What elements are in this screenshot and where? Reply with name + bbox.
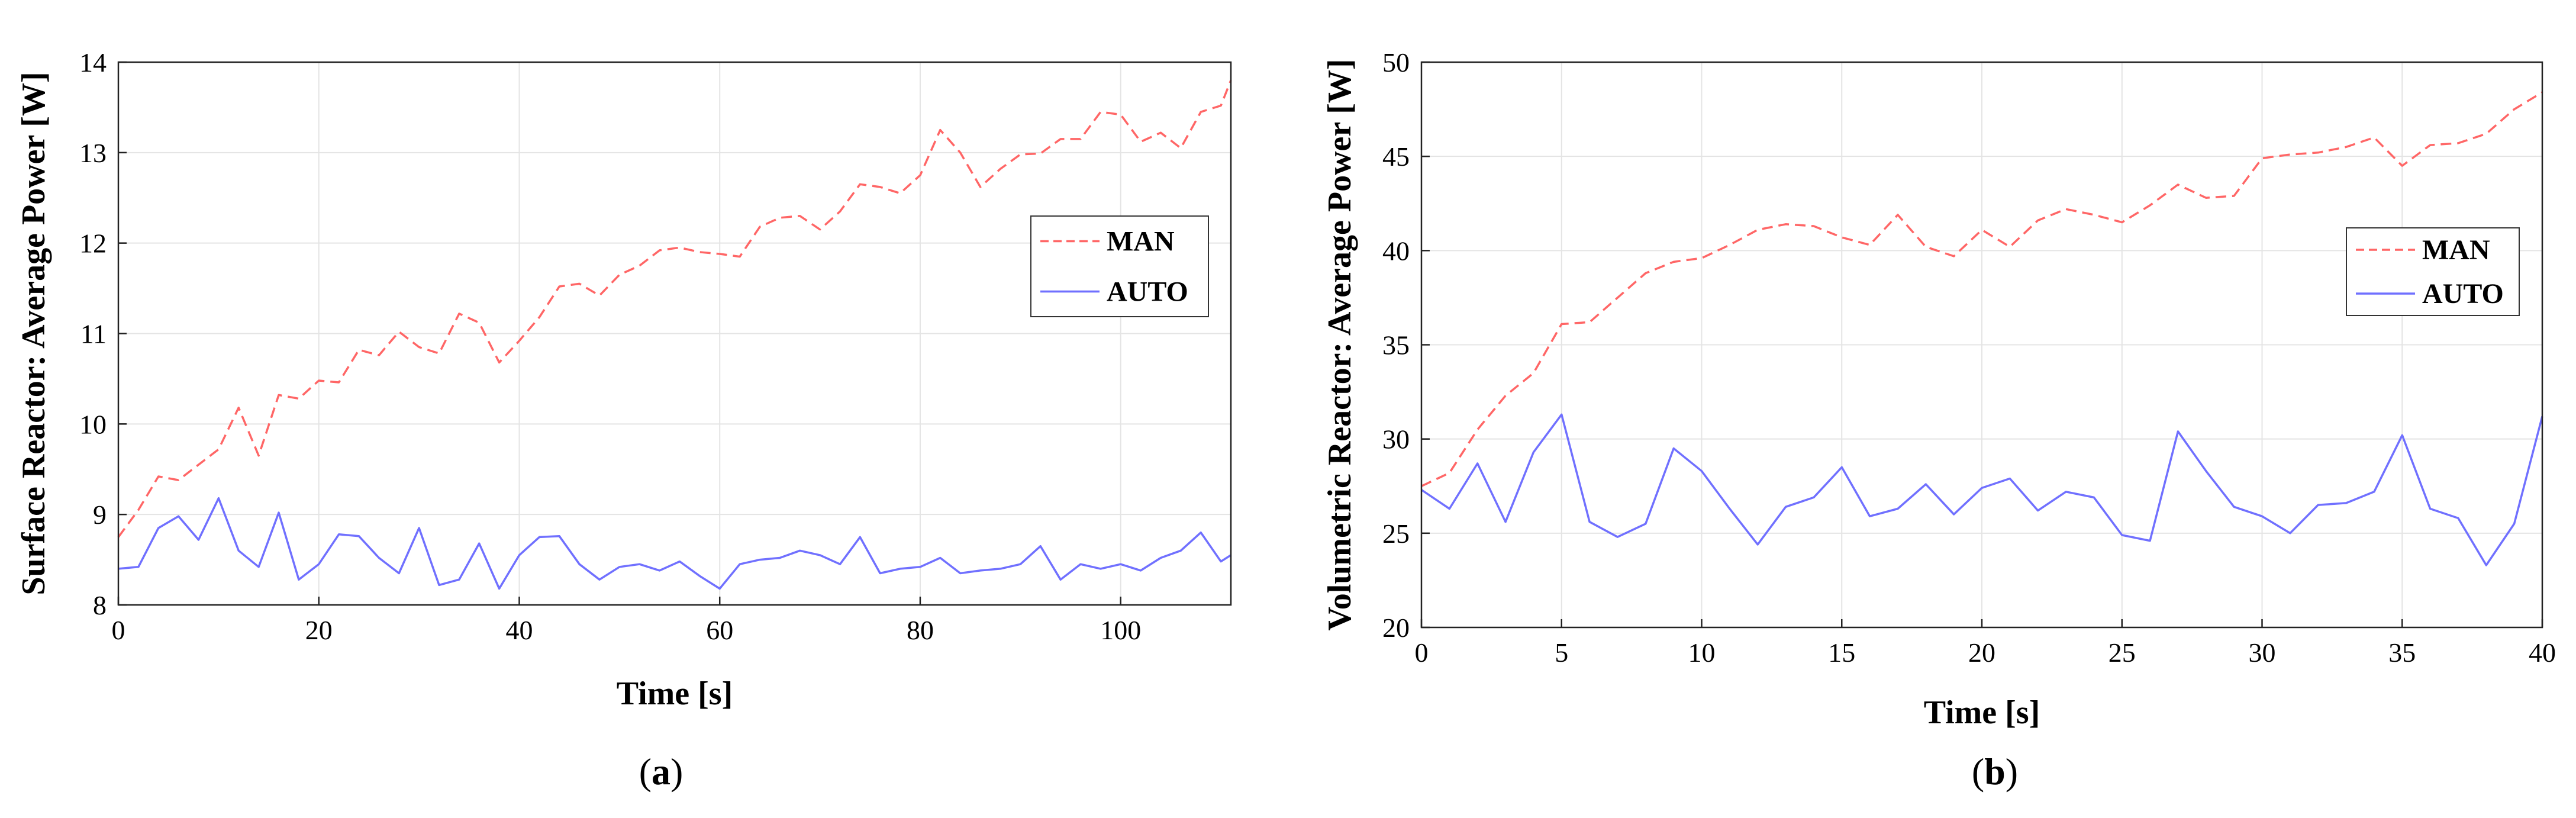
x-tick-label: 30 [2249,637,2276,668]
x-tick-label: 25 [2108,637,2136,668]
x-axis-label: Time [s] [1924,694,2040,731]
legend-label-auto: AUTO [2422,278,2504,310]
y-tick-label: 10 [79,409,107,439]
legend-box [1030,215,1209,317]
y-axis-label: Surface Reactor: Average Power [W] [15,72,52,595]
x-tick-label: 10 [1688,637,1716,668]
y-tick-label: 40 [1382,236,1410,266]
legend: MAN AUTO [1030,215,1209,317]
legend-label-man: MAN [2422,234,2490,266]
x-tick-label: 35 [2388,637,2416,668]
y-tick-label: 13 [79,138,107,168]
legend-box [2346,227,2520,316]
y-tick-label: 45 [1382,141,1410,172]
legend-label-man: MAN [1107,226,1175,257]
y-tick-label: 9 [93,500,107,530]
x-tick-label: 40 [2529,637,2556,668]
chart-volumetric-reactor: 0 5 10 15 20 25 30 35 40 20 25 30 35 40 45 50 Time [s] Vo… [1321,47,2556,793]
x-tick-label: 15 [1828,637,1855,668]
y-tick-label: 14 [79,47,107,78]
legend: MAN AUTO [2346,227,2520,316]
y-tick-label: 35 [1382,330,1410,360]
series-line-auto [1421,413,2543,566]
panel-label: (a) [639,751,684,793]
x-tick-label: 20 [305,615,333,645]
y-tick-label: 25 [1382,519,1410,549]
series-line-auto [118,497,1231,590]
x-tick-label: 100 [1100,615,1141,645]
x-tick-label: 60 [706,615,733,645]
panel-label: (b) [1972,751,2018,793]
legend-label-auto: AUTO [1107,276,1188,308]
x-tick-label: 40 [505,615,533,645]
y-tick-label: 12 [79,228,107,259]
x-tick-label: 20 [1968,637,1995,668]
series-line-man [1421,91,2543,487]
series-line-man [117,79,1232,538]
y-tick-label: 8 [93,590,107,620]
x-tick-label: 5 [1555,637,1568,668]
x-tick-label: 0 [112,615,125,645]
x-tick-label: 0 [1415,637,1429,668]
x-tick-label: 80 [907,615,934,645]
y-tick-label: 20 [1382,613,1410,643]
y-tick-label: 11 [80,319,107,349]
chart-surface-reactor: 0 20 40 60 80 100 8 9 10 11 12 13 14 Time [s] Surface … [15,47,1232,793]
x-axis-label: Time [s] [617,675,733,712]
y-tick-label: 30 [1382,424,1410,455]
y-axis-label: Volumetric Reactor: Average Power [W] [1321,59,1358,630]
y-tick-label: 50 [1382,47,1410,78]
